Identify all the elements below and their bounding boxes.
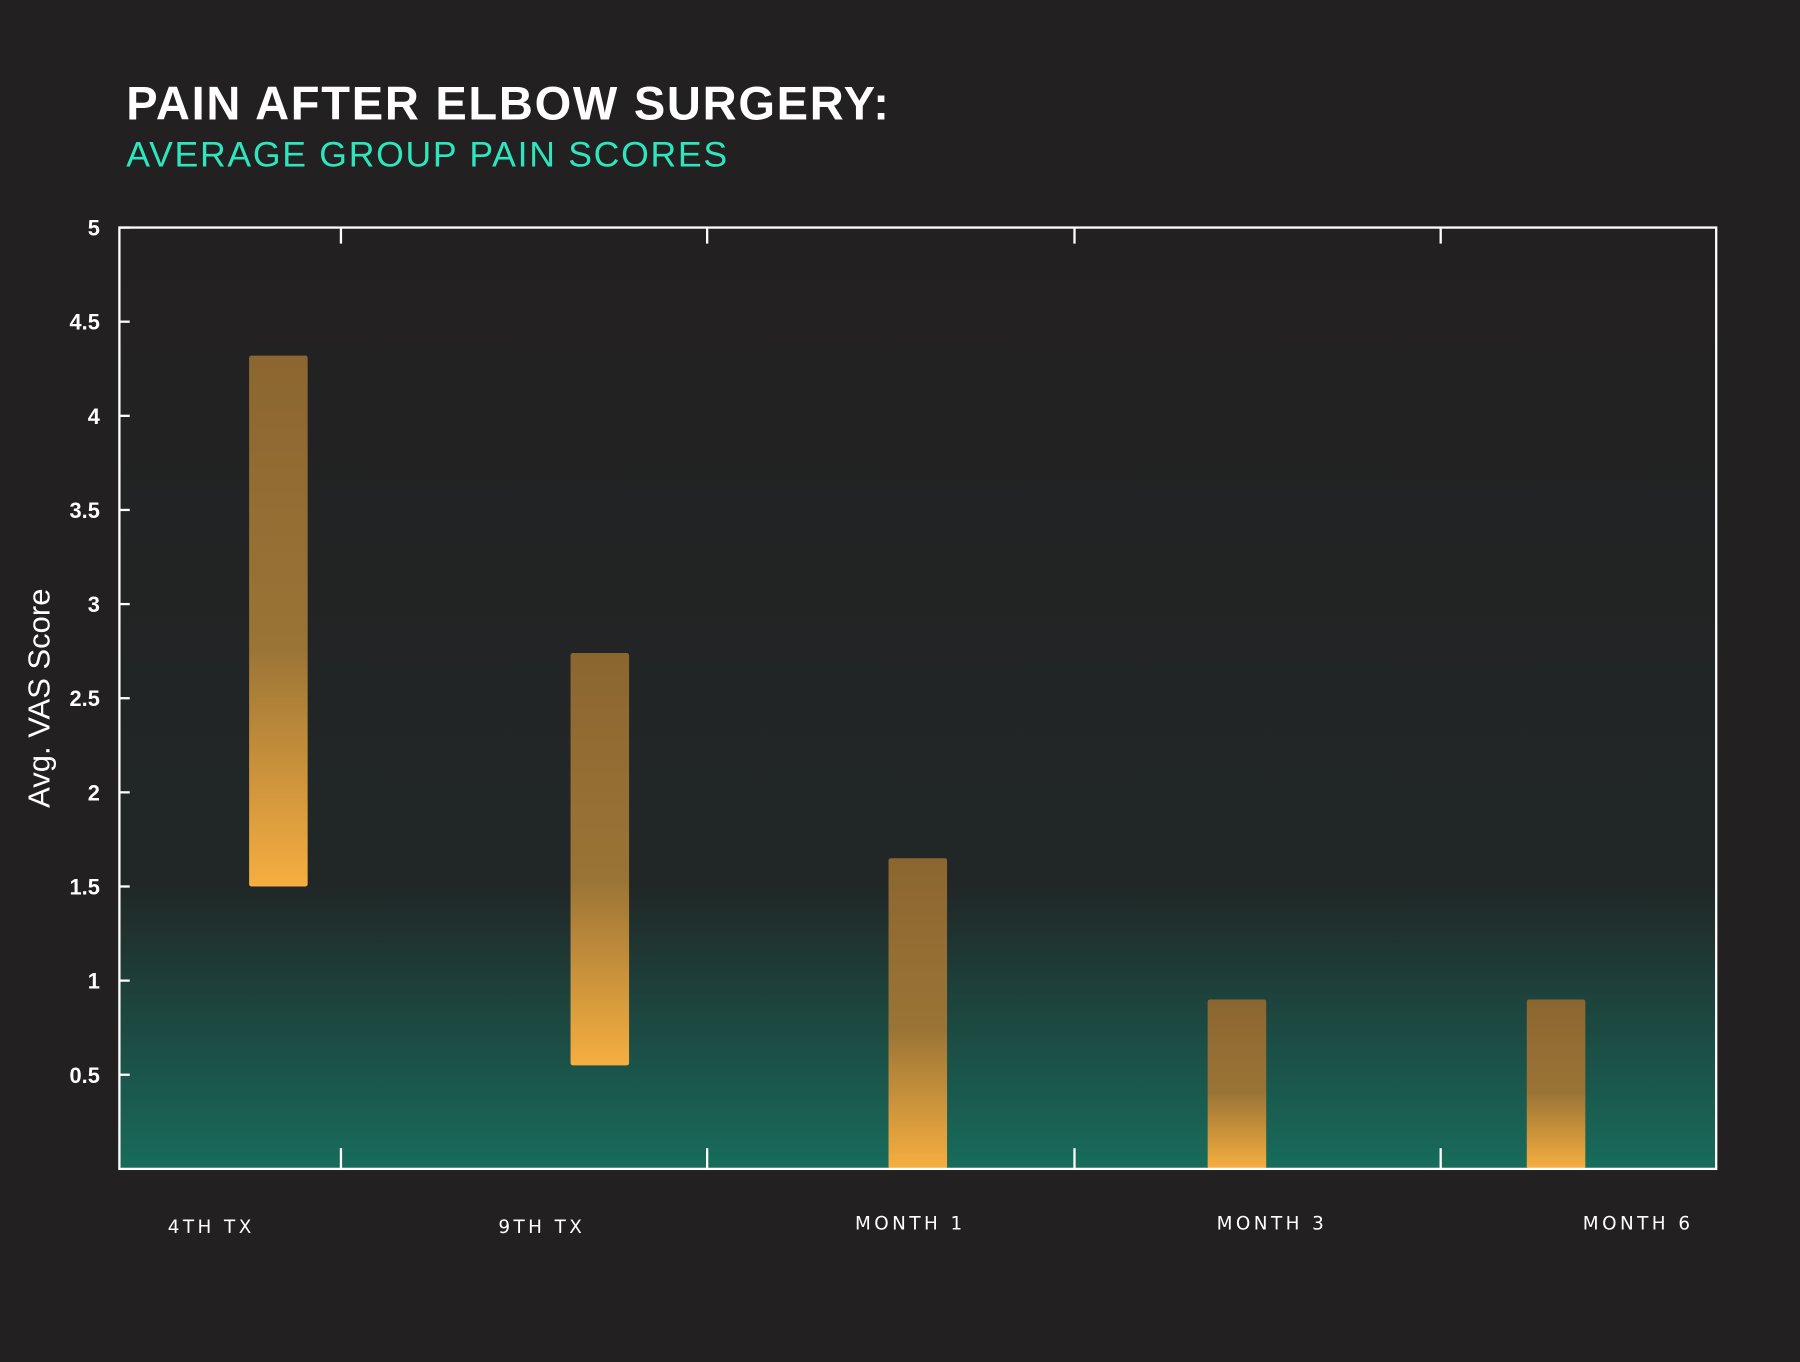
x-tick-label: 4TH TX (168, 1217, 255, 1238)
y-tick-label: 1.5 (70, 875, 100, 900)
x-tick-label: 9TH TX (498, 1217, 585, 1238)
bar-9th-tx (570, 653, 630, 1066)
y-tick-label: 2 (88, 780, 100, 805)
plot-frame (118, 226, 1718, 1171)
chart-subtitle: AVERAGE GROUP PAIN SCORES (126, 135, 729, 175)
x-tick-label: MONTH 3 (1217, 1214, 1328, 1235)
y-tick-label: 1 (88, 969, 100, 994)
chart-title: PAIN AFTER ELBOW SURGERY: (126, 77, 890, 130)
bar-month-6 (1526, 999, 1586, 1169)
bar-month-3 (1207, 999, 1267, 1169)
y-tick-label: 5 (88, 216, 100, 241)
y-tick-label: 4.5 (70, 310, 100, 335)
y-tick-label: 0.5 (70, 1063, 100, 1088)
bar-4th-tx (249, 355, 308, 887)
x-tick-label: MONTH 1 (855, 1214, 966, 1235)
bar-month-1 (888, 858, 948, 1169)
y-tick-label: 3.5 (70, 498, 100, 523)
y-tick-label: 2.5 (70, 686, 100, 711)
y-tick-label: 3 (88, 592, 100, 617)
x-tick-label: MONTH 6 (1583, 1214, 1694, 1235)
y-tick-label: 4 (88, 404, 100, 429)
y-axis-label: Avg. VAS Score (21, 589, 56, 808)
